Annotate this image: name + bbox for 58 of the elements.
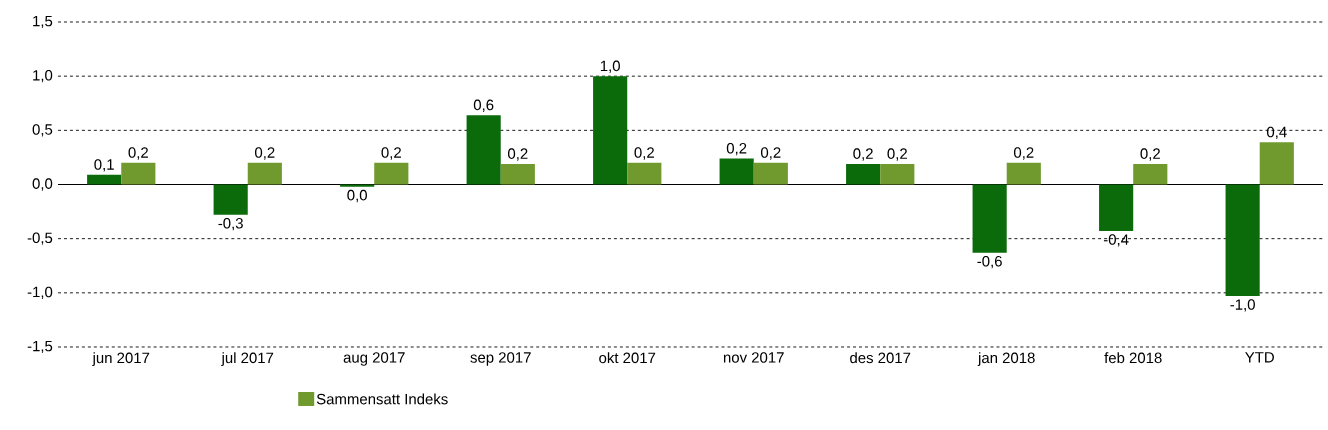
bar — [1099, 184, 1134, 232]
data-label: 0,2 — [381, 147, 401, 160]
y-tick-label: -1,5 — [27, 340, 53, 354]
y-tick-label: -1,0 — [27, 286, 53, 299]
legend-label: Sammensatt Indeks — [316, 393, 448, 405]
x-tick-label: aug 2017 — [343, 352, 405, 366]
data-label: 0,2 — [726, 142, 747, 156]
bar — [1225, 184, 1260, 297]
bar — [1006, 162, 1041, 185]
data-label: -0,3 — [218, 218, 243, 231]
bar — [627, 162, 662, 185]
x-tick-label: feb 2018 — [1104, 352, 1162, 364]
bar — [247, 162, 282, 185]
data-label: -1,0 — [1230, 299, 1255, 312]
x-tick-label: okt 2017 — [599, 352, 656, 364]
data-label: 0,6 — [473, 99, 494, 112]
bar — [1133, 163, 1168, 185]
bar — [500, 163, 535, 185]
bar — [753, 162, 788, 185]
bar — [972, 184, 1007, 253]
x-tick-label: des 2017 — [850, 352, 911, 364]
data-label: 0,2 — [634, 147, 654, 160]
x-tick-label: YTD — [1245, 352, 1274, 363]
data-label: 0,2 — [508, 148, 528, 161]
data-label: 0,1 — [94, 159, 114, 172]
data-label: 0,2 — [255, 147, 275, 160]
data-label: 0,2 — [887, 148, 907, 161]
x-tick-label: nov 2017 — [723, 352, 784, 363]
bar — [213, 184, 248, 215]
bar — [121, 162, 156, 185]
bar — [1259, 142, 1294, 185]
bar — [593, 76, 628, 185]
y-tick-label: 0,0 — [32, 178, 53, 191]
x-tick-label: sep 2017 — [470, 352, 531, 366]
y-tick-label: 1,5 — [33, 15, 53, 29]
y-tick-label: 0,5 — [32, 124, 53, 137]
bar — [87, 174, 122, 185]
bar — [719, 158, 754, 185]
data-label: -0,6 — [977, 255, 1002, 269]
x-tick-label: jul 2017 — [221, 352, 274, 367]
x-tick-label: jan 2018 — [977, 352, 1035, 367]
y-tick-label: 1,0 — [33, 69, 53, 83]
data-label: 0,2 — [760, 147, 781, 160]
data-label: 0,2 — [128, 147, 148, 160]
bar — [374, 162, 409, 185]
data-label: 0,2 — [853, 148, 873, 161]
x-tick-label: jun 2017 — [92, 352, 150, 367]
y-tick-label: -0,5 — [27, 232, 53, 245]
data-label: 0,2 — [1140, 148, 1160, 161]
data-label: 1,0 — [600, 60, 620, 73]
bar — [880, 163, 915, 185]
data-label: 0,4 — [1266, 126, 1287, 140]
bar — [340, 184, 375, 187]
data-label: 0,2 — [1013, 147, 1034, 160]
data-label: 0,0 — [347, 189, 367, 203]
bar — [846, 163, 881, 185]
data-label: -0,4 — [1103, 234, 1129, 247]
bar — [466, 115, 501, 185]
